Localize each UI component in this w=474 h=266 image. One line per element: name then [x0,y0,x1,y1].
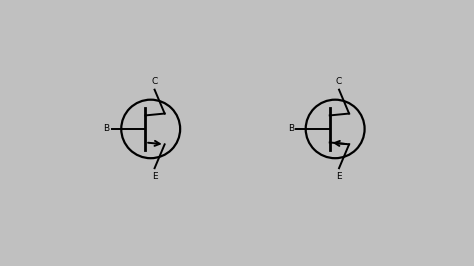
Text: B: B [103,124,109,134]
Text: B: B [288,124,294,134]
Text: E: E [152,172,157,181]
Text: C: C [152,77,158,86]
Text: E: E [336,172,342,181]
Text: C: C [336,77,342,86]
